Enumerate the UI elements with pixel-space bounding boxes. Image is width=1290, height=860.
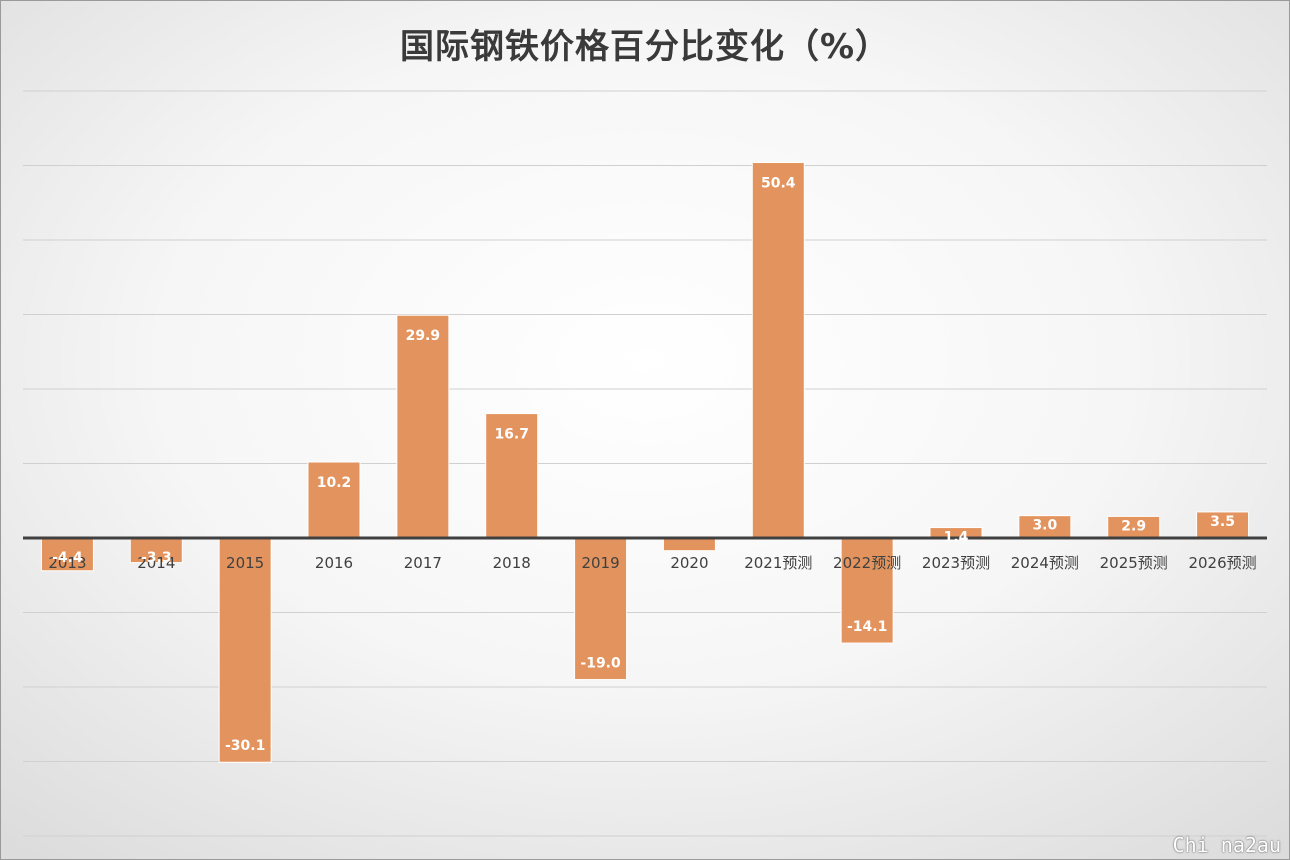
data-label: 2.9 — [1121, 518, 1146, 534]
data-label: 16.7 — [494, 427, 529, 443]
bar — [129, 537, 183, 564]
data-label: 50.4 — [761, 176, 796, 192]
data-label: -19.0 — [580, 656, 621, 672]
x-tick-label: 2020 — [670, 554, 708, 572]
x-tick-label: 2022预测 — [833, 554, 901, 572]
x-tick-label: 2013 — [48, 554, 86, 572]
x-tick-label: 2024预测 — [1011, 554, 1079, 572]
bar — [751, 162, 805, 539]
gridlines — [23, 90, 1267, 837]
data-label: -30.1 — [225, 738, 265, 754]
data-label: -4.4 — [52, 550, 83, 566]
x-tick-labels: 2013 2014 2015 2016 2017 2018 2019 2020 2021预测 20… — [48, 554, 1256, 572]
bars — [40, 162, 1250, 763]
chart-title: 国际钢铁价格百分比变化（%） — [399, 27, 891, 67]
bar — [574, 537, 628, 681]
x-tick-label: 2017 — [404, 554, 442, 572]
bar — [218, 537, 272, 763]
x-tick-label: 2014 — [137, 554, 175, 572]
data-label: -3.3 — [141, 550, 172, 566]
bar — [40, 537, 94, 572]
watermark: Chi na2au — [1172, 833, 1281, 857]
x-tick-label: 2016 — [315, 554, 353, 572]
x-tick-label: 2026预测 — [1188, 554, 1256, 572]
bar — [1196, 511, 1250, 539]
data-labels: -4.4 -3.3 -30.1 10.2 29.9 16.7 -19.0 50.4 -14.1 1… — [52, 176, 1235, 755]
x-tick-label: 2023预测 — [922, 554, 990, 572]
x-tick-label: 2018 — [493, 554, 531, 572]
data-label: 3.0 — [1032, 518, 1057, 534]
x-tick-label: 2015 — [226, 554, 264, 572]
data-label: 3.5 — [1210, 514, 1235, 530]
x-tick-label: 2021预测 — [744, 554, 812, 572]
bar — [840, 537, 894, 644]
x-tick-label: 2019 — [581, 554, 619, 572]
bar — [307, 461, 361, 539]
data-label: 1.4 — [944, 530, 969, 546]
data-label: -14.1 — [847, 619, 887, 635]
data-label: 10.2 — [317, 475, 352, 491]
x-tick-label: 2025预测 — [1100, 554, 1168, 572]
bar — [662, 537, 716, 552]
data-label: 29.9 — [406, 328, 441, 344]
bar — [396, 314, 450, 539]
